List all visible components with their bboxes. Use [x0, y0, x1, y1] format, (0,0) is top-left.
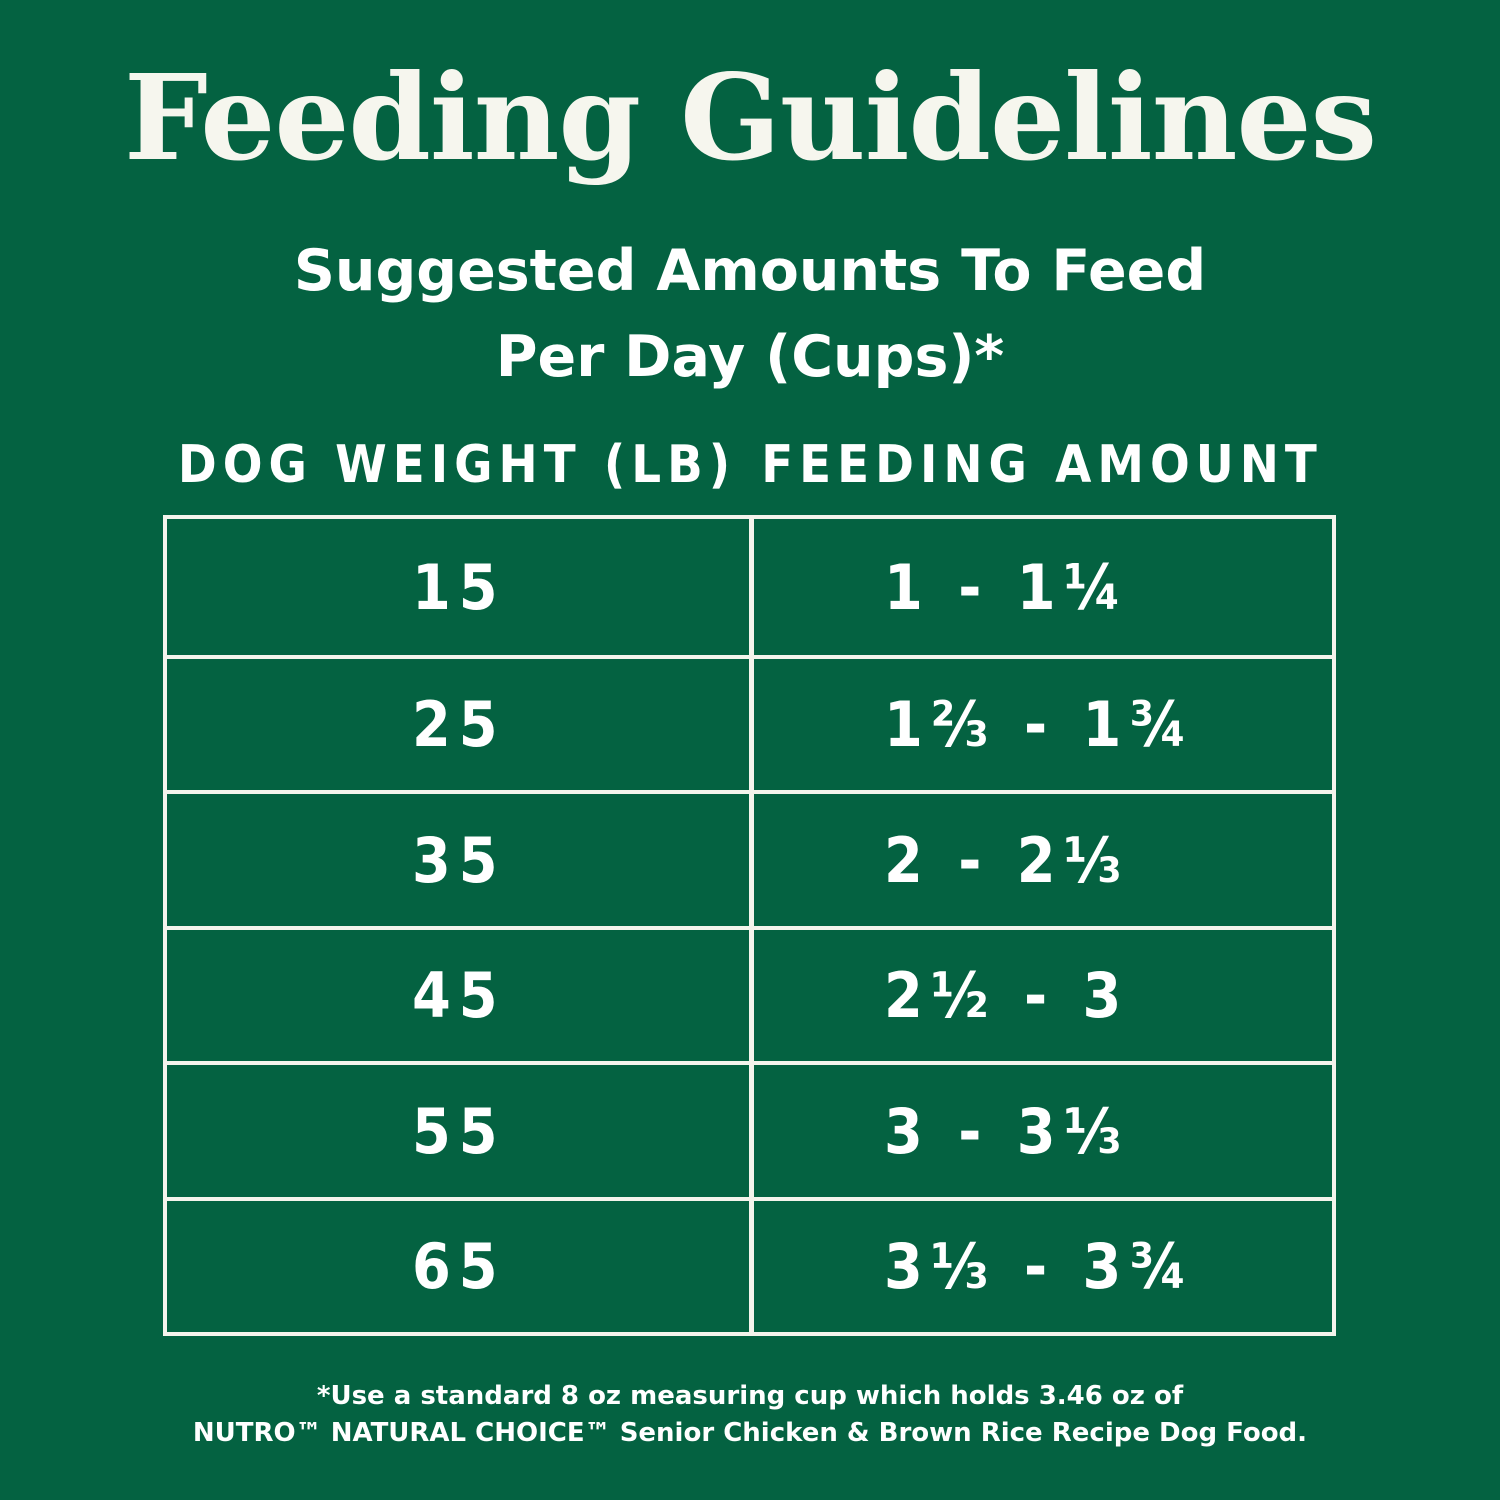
- subtitle-line-1: Suggested Amounts To Feed: [293, 238, 1207, 304]
- weight-cell: 55: [412, 1094, 506, 1168]
- subtitle: Suggested Amounts To Feed Per Day (Cups)…: [0, 228, 1500, 400]
- amount-cell: 1 - 1¼: [884, 550, 1130, 624]
- footnote-line-1: *Use a standard 8 oz measuring cup which…: [316, 1381, 1184, 1411]
- amount-cell: 1⅔ - 1¾: [884, 688, 1196, 762]
- footnote-line-2: NUTRO™ NATURAL CHOICE™ Senior Chicken & …: [192, 1418, 1308, 1448]
- amount-cell: 3 - 3⅓: [884, 1094, 1130, 1168]
- column-header-weight: DOG WEIGHT (LB): [177, 435, 737, 495]
- weight-cell: 65: [412, 1230, 506, 1304]
- feeding-table: 15 1 - 1¼ 25 1⅔ - 1¾ 35 2 - 2⅓ 45 2½ - 3…: [163, 515, 1336, 1336]
- weight-cell: 35: [412, 823, 506, 897]
- subtitle-line-2: Per Day (Cups)*: [495, 324, 1005, 390]
- column-header-amount: FEEDING AMOUNT: [761, 435, 1323, 495]
- amount-cell: 3⅓ - 3¾: [884, 1230, 1196, 1304]
- footnote: *Use a standard 8 oz measuring cup which…: [0, 1378, 1500, 1452]
- amount-cell: 2 - 2⅓: [884, 823, 1130, 897]
- page-title: Feeding Guidelines: [123, 48, 1377, 187]
- weight-cell: 25: [412, 688, 506, 762]
- table-row: 15 1 - 1¼: [167, 519, 1332, 656]
- weight-cell: 15: [412, 550, 506, 624]
- weight-cell: 45: [412, 959, 506, 1033]
- column-divider: [749, 519, 754, 1332]
- amount-cell: 2½ - 3: [884, 959, 1130, 1033]
